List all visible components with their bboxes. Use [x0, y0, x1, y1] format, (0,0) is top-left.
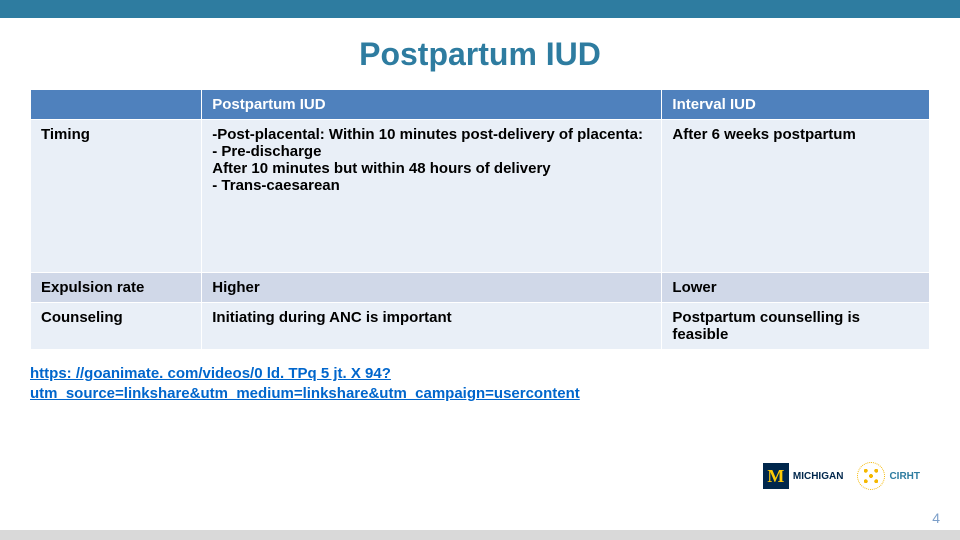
cell-interval: After 6 weeks postpartum — [662, 120, 930, 273]
michigan-logo: M MICHIGAN — [763, 463, 844, 489]
source-link[interactable]: https: //goanimate. com/videos/0 ld. TPq… — [30, 364, 630, 405]
bottom-band — [0, 530, 960, 540]
header-interval: Interval IUD — [662, 90, 930, 120]
table-row: Counseling Initiating during ANC is impo… — [31, 303, 930, 350]
michigan-label: MICHIGAN — [793, 471, 844, 482]
cell-interval: Postpartum counselling is feasible — [662, 303, 930, 350]
cirht-icon — [857, 462, 885, 490]
michigan-m-icon: M — [763, 463, 789, 489]
header-postpartum: Postpartum IUD — [202, 90, 662, 120]
row-label: Timing — [31, 120, 202, 273]
cell-postpartum: Initiating during ANC is important — [202, 303, 662, 350]
cell-postpartum: Higher — [202, 273, 662, 303]
table-row: Expulsion rate Higher Lower — [31, 273, 930, 303]
page-title: Postpartum IUD — [0, 36, 960, 73]
page-number: 4 — [932, 510, 940, 526]
row-label: Expulsion rate — [31, 273, 202, 303]
cirht-label: CIRHT — [889, 471, 920, 482]
comparison-table: Postpartum IUD Interval IUD Timing -Post… — [30, 89, 930, 350]
cell-interval: Lower — [662, 273, 930, 303]
logo-area: M MICHIGAN CIRHT — [763, 462, 920, 490]
top-bar — [0, 0, 960, 18]
cirht-logo: CIRHT — [857, 462, 920, 490]
row-label: Counseling — [31, 303, 202, 350]
header-blank — [31, 90, 202, 120]
cell-postpartum: -Post-placental: Within 10 minutes post-… — [202, 120, 662, 273]
table-row: Timing -Post-placental: Within 10 minute… — [31, 120, 930, 273]
table-header-row: Postpartum IUD Interval IUD — [31, 90, 930, 120]
